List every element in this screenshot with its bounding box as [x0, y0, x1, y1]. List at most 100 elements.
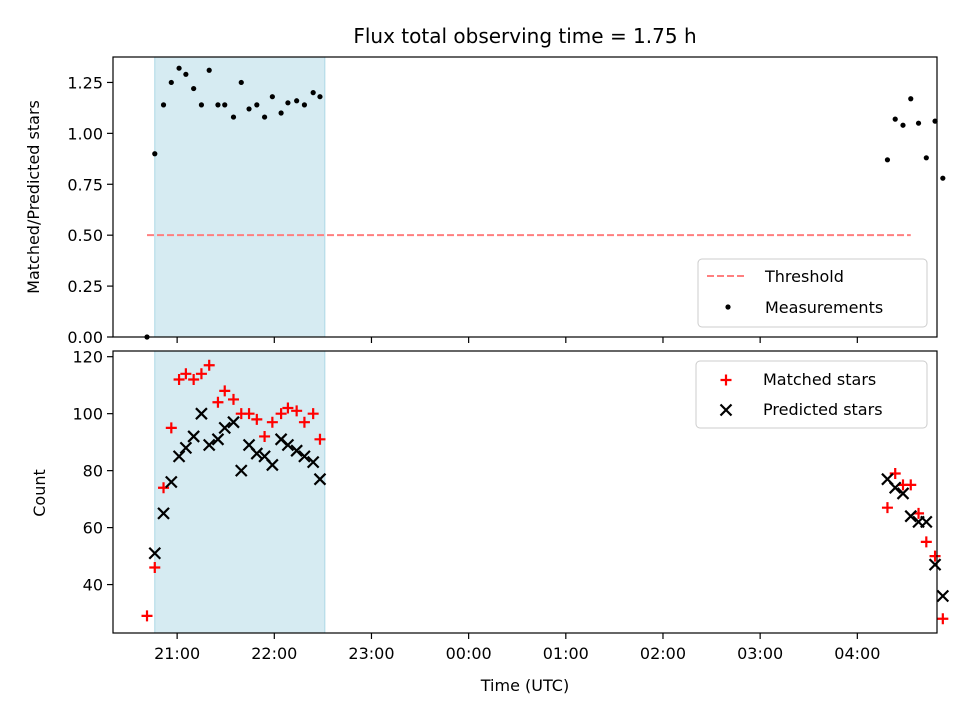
- ratio-legend: Threshold Measurements: [697, 258, 928, 328]
- ratio-y-tick-label: 0.00: [67, 328, 103, 347]
- predicted-star-point: [266, 458, 279, 472]
- matched-star-point: [298, 416, 310, 428]
- matched-star-point: [180, 368, 192, 380]
- count-y-tick-label: 40: [83, 576, 103, 595]
- predicted-star-point: [290, 444, 303, 457]
- count-panel: Count Time (UTC) 40 60 80 100 120 21:00 22:00 2…: [30, 348, 950, 695]
- matched-star-point: [219, 385, 231, 397]
- matched-star-point: [141, 610, 153, 622]
- matched-star-point: [905, 479, 917, 491]
- predicted-star-point: [298, 450, 311, 463]
- matched-star-point: [282, 402, 294, 414]
- predicted-star-point: [172, 450, 186, 463]
- count-x-tick-label: 04:00: [834, 644, 880, 663]
- predicted-star-point: [195, 407, 208, 420]
- measurement-point: [278, 110, 284, 116]
- matched-star-point: [881, 502, 893, 514]
- measurement-point: [317, 94, 323, 100]
- measurement-point: [238, 79, 244, 86]
- predicted-star-point: [888, 481, 902, 495]
- legend-predicted-swatch: [719, 403, 733, 417]
- matched-star-point: [291, 405, 303, 417]
- count-series-predicted-stars: [148, 407, 950, 603]
- measurement-point: [254, 102, 260, 108]
- ratio-observing-window: [154, 56, 326, 338]
- legend-box: [697, 258, 928, 328]
- count-x-tick-label: 03:00: [737, 644, 783, 663]
- measurement-point: [900, 122, 906, 128]
- measurement-point: [160, 102, 167, 108]
- measurement-point: [246, 106, 252, 112]
- count-x-tick-label: 22:00: [251, 644, 297, 663]
- measurement-point: [230, 114, 237, 120]
- count-x-tick-label: 02:00: [640, 644, 686, 663]
- matched-star-point: [314, 433, 326, 445]
- ratio-y-tick-label: 0.50: [67, 226, 103, 245]
- count-observing-window: [154, 350, 326, 634]
- ratio-y-tick-label: 1.25: [67, 73, 103, 92]
- ratio-panel: Matched/Predicted stars 0.00 0.25 0.50 0.75…: [24, 56, 946, 347]
- predicted-star-point: [165, 475, 178, 489]
- legend-measurement-label: Measurements: [765, 298, 883, 317]
- count-y-tick-label: 80: [83, 462, 103, 481]
- legend-measurement-swatch: [725, 304, 731, 310]
- matched-star-point: [188, 373, 200, 385]
- predicted-star-point: [896, 487, 910, 500]
- predicted-star-point: [306, 455, 320, 469]
- count-y-tick-label: 100: [72, 405, 103, 424]
- count-x-tick-label: 00:00: [446, 644, 492, 663]
- predicted-star-point: [928, 558, 942, 571]
- measurement-point: [215, 102, 221, 108]
- predicted-star-point: [227, 415, 240, 429]
- predicted-star-point: [936, 589, 950, 603]
- count-legend: Matched stars Predicted stars: [695, 360, 928, 429]
- measurement-point: [152, 151, 158, 157]
- legend-box: [695, 360, 928, 429]
- matched-star-point: [203, 359, 215, 371]
- predicted-star-point: [202, 438, 216, 452]
- count-x-tick-label: 01:00: [543, 644, 589, 663]
- matched-star-point: [158, 482, 170, 494]
- count-series-matched-stars: [141, 359, 949, 625]
- predicted-star-point: [281, 438, 295, 452]
- matched-star-point: [212, 396, 224, 408]
- predicted-star-point: [179, 441, 193, 455]
- chart-title: Flux total observing time = 1.75 h: [353, 24, 696, 48]
- predicted-star-point: [187, 430, 200, 443]
- measurement-point: [932, 118, 938, 124]
- ratio-y-tick-label: 0.75: [67, 175, 103, 194]
- matched-star-point: [889, 467, 901, 479]
- count-x-tick-label: 21:00: [154, 644, 200, 663]
- matched-star-point: [929, 550, 941, 562]
- measurement-point: [908, 96, 914, 102]
- measurement-point: [176, 65, 182, 71]
- legend-predicted-label: Predicted stars: [763, 400, 883, 419]
- count-y-tick-label: 120: [72, 348, 103, 367]
- predicted-star-point: [148, 546, 162, 560]
- count-x-tick-label: 23:00: [348, 644, 394, 663]
- measurement-point: [269, 94, 275, 100]
- measurement-point: [183, 71, 189, 77]
- predicted-star-point: [904, 509, 918, 523]
- matched-star-point: [173, 373, 185, 385]
- measurement-point: [923, 155, 929, 161]
- matched-star-point: [307, 408, 319, 420]
- measurement-point: [310, 90, 316, 96]
- count-plot-frame: [112, 350, 938, 634]
- x-axis-label: Time (UTC): [480, 676, 569, 695]
- ratio-series-measurements: [144, 65, 946, 340]
- measurement-point: [301, 102, 308, 108]
- matched-star-point: [920, 536, 932, 548]
- matched-star-point: [251, 413, 263, 425]
- count-y-axis-label: Count: [30, 469, 49, 517]
- matched-star-point: [259, 430, 271, 442]
- matched-star-point: [266, 416, 278, 428]
- predicted-star-point: [157, 507, 170, 520]
- matched-star-point: [243, 408, 255, 420]
- matched-star-point: [937, 613, 949, 625]
- measurement-point: [222, 102, 228, 108]
- measurement-point: [168, 79, 174, 86]
- ratio-plot-frame: [112, 56, 938, 338]
- count-y-tick-label: 60: [83, 519, 103, 538]
- measurement-point: [285, 100, 291, 106]
